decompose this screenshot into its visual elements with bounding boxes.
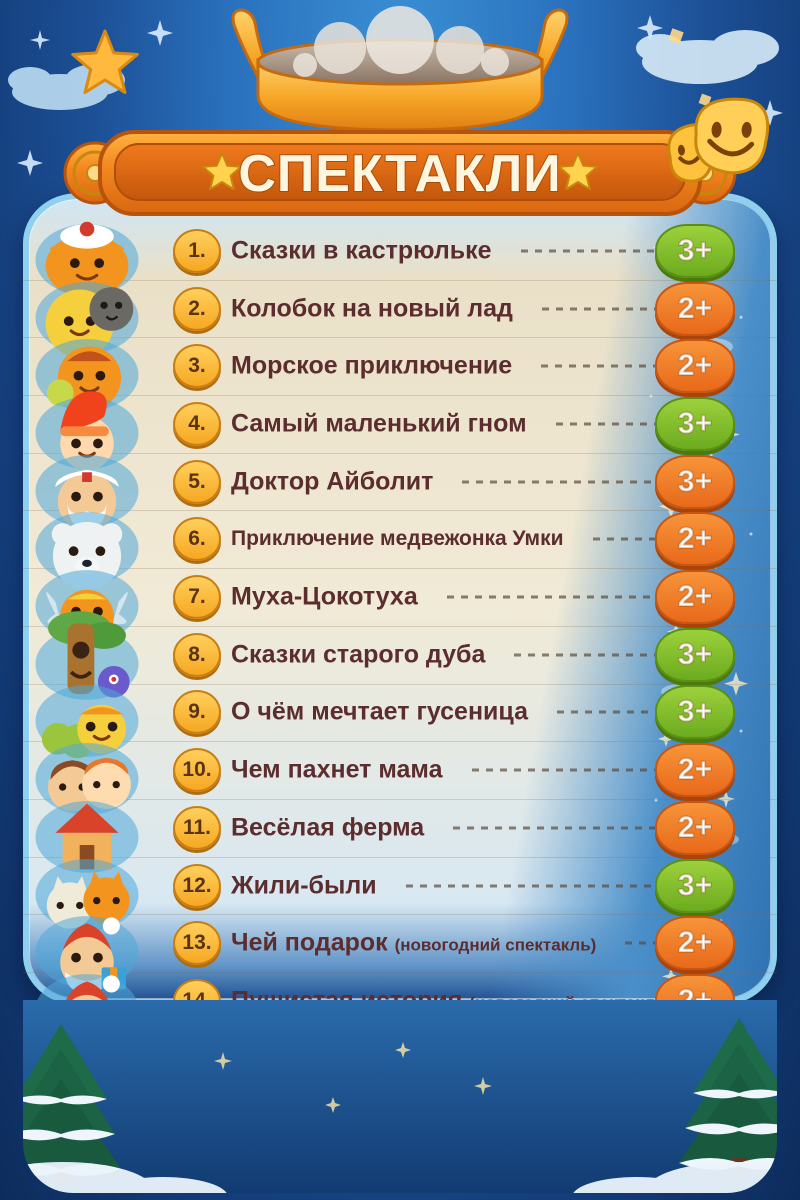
svg-text:СПЕКТАКЛИ: СПЕКТАКЛИ (238, 145, 561, 203)
